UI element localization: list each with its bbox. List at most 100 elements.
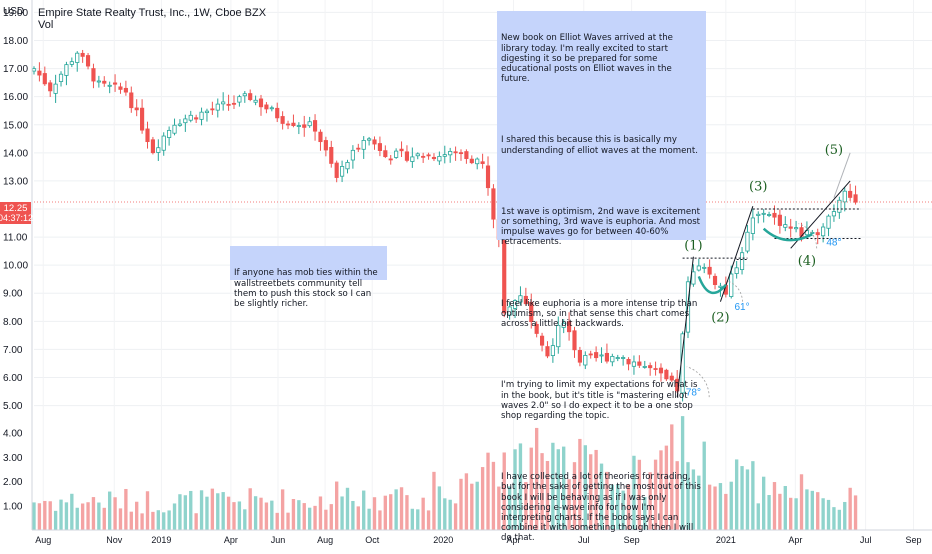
candle-body [783, 224, 788, 228]
grid [34, 0, 932, 530]
candle-body [621, 357, 626, 359]
candle-body [199, 111, 204, 120]
volume-bar [475, 481, 479, 530]
candle-body [356, 147, 361, 150]
time-tick-label: Aug [35, 535, 51, 545]
volume-bar [253, 496, 258, 530]
candle-body [156, 147, 161, 153]
time-tick-label: Sep [905, 535, 921, 545]
price-tick-label: 19.00 [3, 8, 28, 19]
price-tick-label: 8.00 [3, 317, 23, 328]
candle-body [269, 107, 274, 110]
main-note[interactable]: New book on Elliot Waves arrived at the … [497, 11, 706, 543]
candle-body [707, 266, 712, 275]
candle-body [648, 365, 653, 369]
volume-bar [199, 490, 204, 530]
angle-arc [686, 366, 710, 398]
angle-arc [726, 280, 743, 302]
candle-body [583, 355, 588, 366]
candle-body [215, 103, 220, 111]
volume-bar [237, 501, 242, 530]
volume-bar [491, 461, 496, 530]
volume-bar [335, 481, 339, 530]
price-axis[interactable]: 19.0018.0017.0016.0015.0014.0013.0012.00… [3, 8, 28, 412]
volume-bar [151, 511, 155, 530]
volume-bar [848, 487, 852, 530]
volume-bar [145, 491, 150, 530]
volume-bar [470, 483, 474, 530]
side-note[interactable]: If anyone has mob ties within the wallst… [230, 246, 387, 309]
candle-body [204, 110, 210, 114]
candle-body [480, 161, 485, 164]
volume-bar [172, 503, 177, 530]
price-tick-label: 5.00 [3, 401, 23, 412]
volume-bar [610, 484, 615, 530]
price-tick-label: 13.00 [3, 176, 28, 187]
volume-bar [529, 447, 533, 530]
volume-bar [270, 500, 274, 530]
candle-body [788, 226, 793, 229]
volume-bar [140, 513, 144, 530]
candle-body [550, 345, 555, 357]
candle-body [91, 68, 96, 82]
volume-bar [675, 461, 679, 530]
price-tick-label: 10.00 [3, 261, 28, 272]
candle-body [53, 83, 58, 94]
volume-tick-label: 1.00 [3, 501, 23, 512]
candle-body [631, 361, 637, 367]
time-tick-label: 2020 [433, 535, 453, 545]
candle-body [372, 139, 377, 145]
price-tick-label: 7.00 [3, 345, 23, 356]
volume-bar [502, 452, 506, 530]
candle-body [312, 120, 318, 132]
volume-bar [843, 501, 847, 530]
candle-body [545, 346, 550, 357]
candle-body [739, 252, 745, 270]
volume-bar [794, 498, 798, 530]
candle-body [96, 80, 101, 83]
volume-bar [605, 471, 609, 530]
volume-bar [70, 493, 74, 530]
volume-bar [707, 484, 712, 530]
time-tick-label: Apr [788, 535, 802, 545]
volume-bar [162, 512, 166, 530]
volume-bar [810, 490, 814, 530]
volume-bar [734, 459, 739, 530]
volume-bar [653, 459, 658, 530]
candle-body [810, 232, 815, 234]
candle-body [588, 353, 593, 356]
main-note-p6: I have collected a lot of theories for t… [501, 472, 704, 544]
volume-bar [562, 446, 566, 530]
volume-indicator-label[interactable]: Vol [38, 19, 53, 31]
volume-bar [513, 449, 517, 530]
angle-arc [798, 223, 818, 249]
volume-bar [767, 495, 771, 530]
candle-body [329, 146, 334, 164]
volume-bar [486, 452, 490, 530]
volume-bar [53, 510, 58, 530]
volume-bar [664, 445, 669, 530]
volume-bar [286, 512, 290, 530]
price-tick-label: 6.00 [3, 373, 23, 384]
volume-bar [789, 497, 793, 530]
volume-bar [459, 478, 463, 530]
candle-body [275, 107, 280, 119]
candle-body [85, 55, 91, 67]
volume-bar [64, 502, 69, 530]
drawings [34, 152, 932, 398]
candle-body [729, 273, 734, 297]
candle-body [177, 123, 183, 126]
time-axis[interactable]: Aug Nov 2019 Apr Jun Aug Oct 2020 Apr Jul Sep 2021 A… [35, 535, 921, 545]
candle-body [194, 117, 199, 120]
candle-body [507, 306, 512, 316]
angle-label: 78° [686, 388, 701, 399]
candle-body [469, 158, 474, 164]
volume-bar [356, 506, 360, 530]
volume-bar [761, 476, 766, 530]
volume-tick-label: 4.00 [3, 429, 23, 440]
candle-body [64, 64, 69, 76]
wave-label: (1) [684, 239, 702, 254]
candle-body [167, 129, 172, 138]
candle-body [772, 212, 777, 218]
